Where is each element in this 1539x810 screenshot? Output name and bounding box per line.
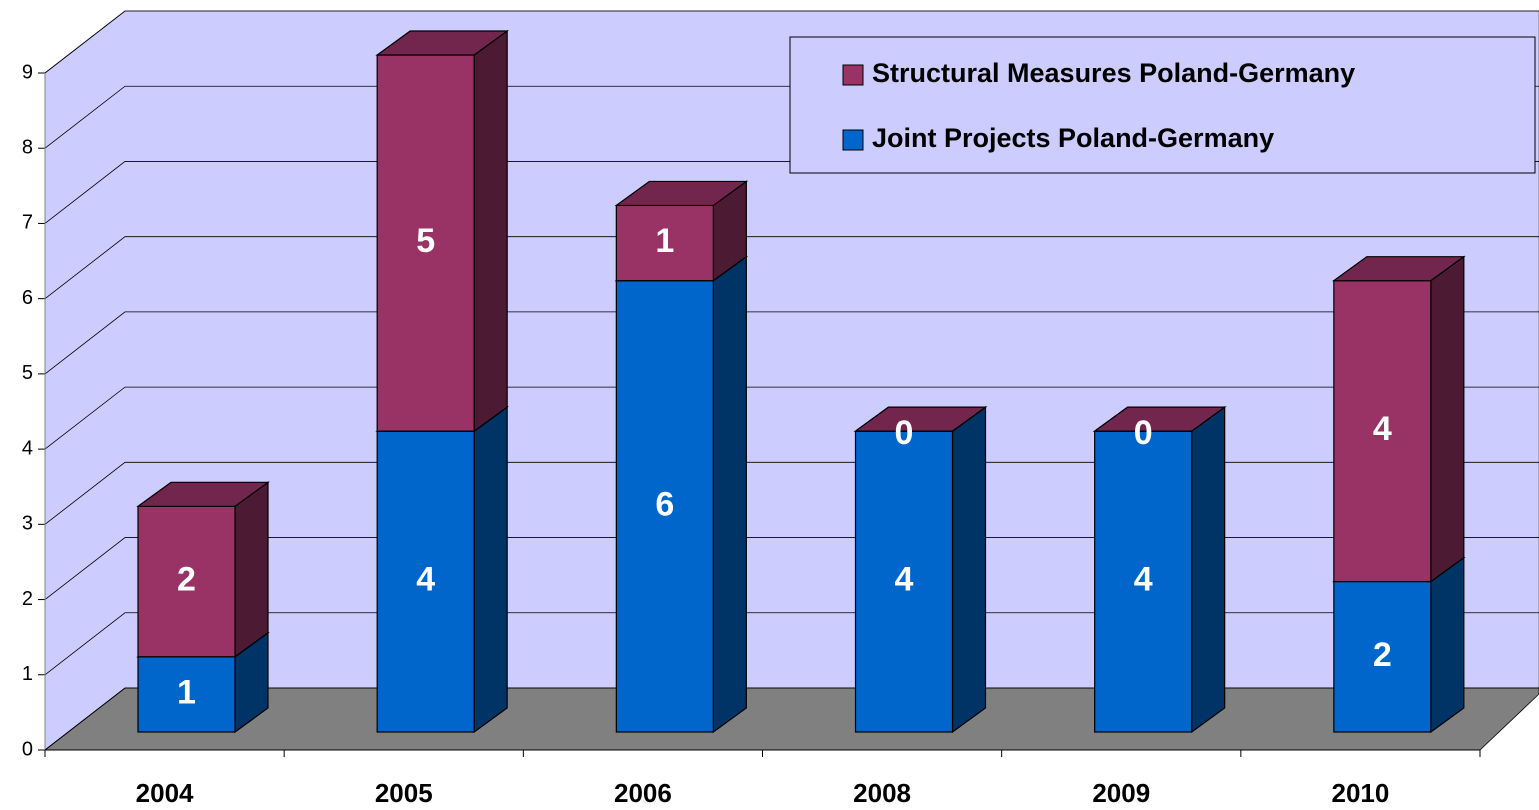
y-tick-label: 9: [22, 61, 33, 83]
data-label: 4: [895, 561, 914, 599]
legend-label: Joint Projects Poland-Germany: [872, 123, 1274, 153]
data-label: 2: [1373, 636, 1392, 674]
grid-line: [44, 612, 1539, 676]
data-label: 4: [1134, 561, 1153, 599]
bar-top: [1092, 406, 1227, 432]
grid-line: [44, 461, 1539, 525]
y-tick-label: 6: [22, 287, 33, 309]
y-tick-label: 4: [22, 437, 33, 459]
bar-side: [712, 255, 747, 734]
bar-top: [375, 30, 510, 56]
bar: [854, 430, 954, 733]
floor: [43, 687, 1539, 751]
bar: [1094, 430, 1193, 733]
y-tick-label: 2: [22, 588, 33, 610]
legend-box: [789, 36, 1536, 174]
x-tick-label: 2006: [614, 778, 672, 808]
data-label: 5: [416, 222, 435, 260]
bar-top: [1331, 256, 1466, 282]
legend-label: Structural Measures Poland-Germany: [872, 58, 1355, 88]
legend: Structural Measures Poland-Germany Joint …: [789, 36, 1536, 174]
data-label: 2: [177, 561, 196, 599]
bar: [615, 204, 714, 282]
y-tick-label: 0: [22, 738, 33, 760]
bar-top: [136, 481, 270, 507]
bar: [1333, 580, 1432, 733]
grid-line: [44, 311, 1539, 375]
data-label: 0: [1134, 414, 1153, 452]
x-tick-label: 2009: [1092, 778, 1150, 808]
bar-side: [473, 29, 508, 433]
data-label: 0: [895, 414, 914, 452]
data-label: 4: [416, 561, 435, 599]
x-tick-label: 2008: [853, 778, 911, 808]
x-tick-label: 2005: [375, 778, 433, 808]
legend-swatch: [842, 129, 864, 151]
y-tick-label: 7: [22, 212, 33, 234]
y-tick-label: 5: [22, 362, 33, 384]
bar: [1333, 280, 1432, 583]
y-tick-label: 8: [22, 137, 33, 159]
legend-swatch: [842, 64, 864, 86]
bar-side: [951, 405, 987, 734]
bar: [376, 430, 475, 733]
grid-line: [44, 687, 1539, 751]
bar-top: [614, 180, 749, 207]
bar-side: [1191, 405, 1226, 734]
bar: [615, 280, 714, 733]
bar-side: [1430, 556, 1465, 734]
grid-line: [44, 10, 1539, 74]
bar-side: [234, 481, 269, 658]
bar-side: [473, 405, 508, 734]
grid-line: [44, 386, 1539, 450]
data-label: 4: [1373, 410, 1392, 448]
bar-top: [853, 406, 988, 432]
x-tick-label: 2004: [136, 778, 194, 808]
grid-line: [44, 537, 1539, 600]
data-label: 1: [177, 673, 196, 711]
data-label: 6: [655, 485, 674, 523]
y-tick-label: 3: [22, 513, 33, 535]
bar-side: [1430, 255, 1465, 583]
data-label: 1: [655, 222, 674, 260]
x-tick-label: 2010: [1331, 778, 1389, 808]
y-tick-label: 1: [22, 663, 33, 685]
grid-line: [44, 236, 1539, 299]
bar: [376, 54, 475, 432]
